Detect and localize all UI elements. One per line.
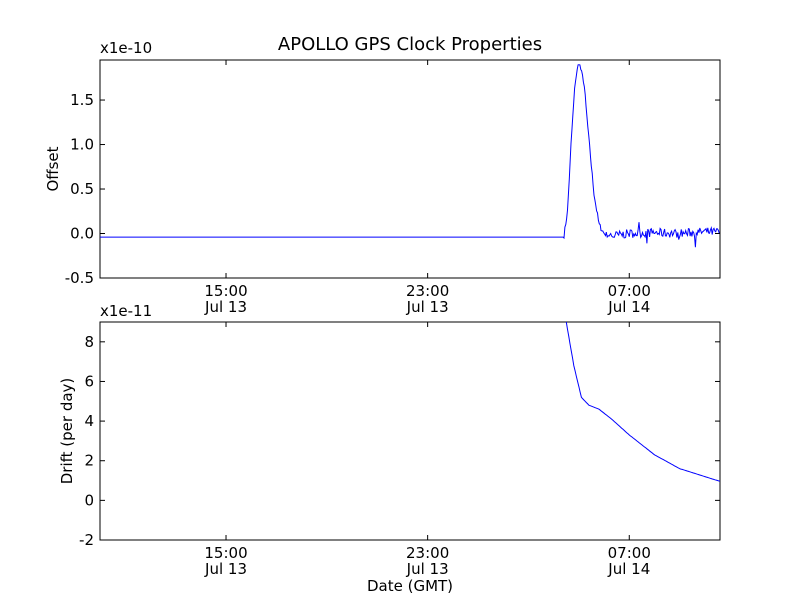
offset-series-group [100,64,720,248]
offset-y-tick-label: 0.0 [70,225,94,243]
drift-x-tick-time: 23:00 [406,544,449,562]
drift-x-tick-date: Jul 14 [607,560,650,578]
drift-y-axis-label: Drift (per day) [58,378,76,485]
offset-series-line [100,64,720,248]
offset-y-axis-label: Offset [44,146,62,191]
offset-y-tick-label: 0.5 [70,180,94,198]
drift-x-tick-time: 15:00 [204,544,247,562]
offset-x-tick-date: Jul 14 [607,298,650,316]
offset-y-tick-label: 1.5 [70,91,94,109]
chart-title: APOLLO GPS Clock Properties [278,34,542,55]
drift-series-line [565,321,721,482]
drift-x-tick-time: 07:00 [608,544,651,562]
drift-x-tick-date: Jul 13 [204,560,247,578]
drift-y-ticks: -2 0 2 4 6 8 [79,333,720,549]
offset-y-tick-label: 1.0 [70,136,94,154]
drift-x-tick-date: Jul 13 [406,560,449,578]
drift-exponent-label: x1e-11 [100,302,152,320]
drift-plot-area [99,321,721,541]
drift-y-tick-label: -2 [79,531,94,549]
offset-exponent-label: x1e-10 [100,39,152,57]
offset-x-tick-date: Jul 13 [406,298,449,316]
offset-y-ticks: -0.5 0.0 0.5 1.0 1.5 [65,91,720,287]
drift-y-tick-label: 2 [84,452,94,470]
drift-y-tick-label: 0 [84,491,94,509]
drift-y-tick-label: 8 [84,333,94,351]
offset-x-tick-time: 23:00 [406,282,449,300]
drift-y-tick-label: 6 [84,372,94,390]
offset-x-tick-time: 07:00 [608,282,651,300]
x-axis-label: Date (GMT) [367,577,453,595]
offset-plot-area [99,59,721,279]
offset-x-tick-date: Jul 13 [204,298,247,316]
offset-y-tick-label: -0.5 [65,269,94,287]
drift-series-group [565,321,721,482]
drift-y-tick-label: 4 [84,412,94,430]
offset-x-tick-time: 15:00 [204,282,247,300]
